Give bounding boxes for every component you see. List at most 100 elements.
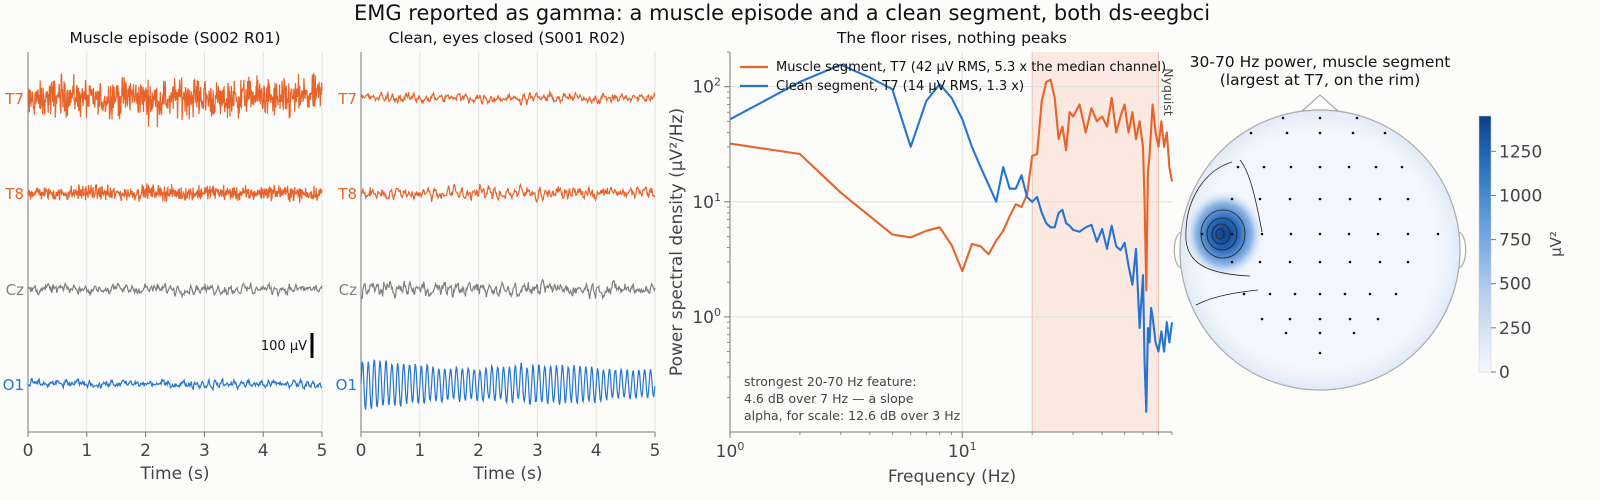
sensor-dot [1289, 232, 1293, 236]
contour [1206, 217, 1238, 251]
y-tick-label: 100 [692, 306, 721, 328]
channel-label-o1: O1 [3, 376, 24, 394]
sensor-dot [1318, 331, 1322, 335]
sensor-dot [1318, 351, 1322, 355]
sensor-dot [1318, 292, 1322, 296]
colorbar-tick-label: 1250 [1499, 142, 1542, 162]
sensor-dot [1242, 292, 1246, 296]
channel-label-t7: T7 [337, 90, 357, 108]
x-tick-label: 2 [473, 441, 484, 461]
right-ear [1458, 231, 1467, 269]
colorbar-tick-label: 0 [1499, 363, 1510, 383]
sensor-dot [1260, 317, 1264, 321]
sensor-dot [1230, 197, 1234, 201]
annotation-line-2: 4.6 dB over 7 Hz — a slope [744, 391, 914, 406]
x-tick-label: 0 [23, 441, 34, 461]
legend-label-clean: Clean segment, T7 (14 µV RMS, 1.3 x) [776, 79, 1024, 94]
x-tick-label: 1 [81, 441, 92, 461]
sensor-dot [1268, 292, 1272, 296]
x-tick-label: 4 [258, 441, 269, 461]
x-axis-label: Frequency (Hz) [888, 467, 1016, 487]
panel-psd: The floor rises, nothing peaks 100 101 100… [667, 29, 1176, 487]
sensor-dot [1281, 116, 1285, 120]
sensor-dot [1406, 232, 1410, 236]
gamma-band [1032, 52, 1159, 432]
head-outline [1179, 109, 1461, 391]
sensor-dot [1318, 317, 1322, 321]
contour [1211, 223, 1231, 245]
panel-topomap: 30-70 Hz power, muscle segment (largest … [1173, 53, 1565, 391]
sensor-dot [1288, 260, 1292, 264]
channel-label-cz: Cz [339, 281, 357, 299]
sensor-dot [1260, 232, 1264, 236]
sensor-dot [1406, 197, 1410, 201]
sensor-dot [1285, 131, 1289, 135]
x-tick-label: 3 [532, 441, 543, 461]
sensor-dot [1374, 165, 1378, 169]
sensor-dot [1293, 292, 1297, 296]
trace-cz [360, 278, 656, 301]
colorbar [1478, 115, 1492, 373]
sensor-dot [1318, 165, 1322, 169]
sensor-dot [1376, 232, 1380, 236]
sensor-dot [1355, 116, 1359, 120]
sensor-dot [1318, 197, 1322, 201]
y-tick-label: 102 [692, 76, 721, 98]
colorbar-tick-label: 750 [1499, 231, 1531, 251]
sensor-dot [1318, 116, 1322, 120]
y-axis-label: Power spectral density (µV²/Hz) [667, 108, 687, 376]
panel-muscle-episode: Muscle episode (S002 R01) T7 T8 Cz O1 0 1 2 3 4… [3, 29, 328, 484]
panel-clean-eyes-closed: Clean, eyes closed (S001 R02) T7 T8 Cz O1 0… [336, 29, 661, 484]
nyquist-label: Nyquist [1161, 68, 1176, 116]
trace-t7 [27, 72, 323, 128]
channel-label-t7: T7 [4, 90, 24, 108]
panel-title: The floor rises, nothing peaks [836, 29, 1067, 47]
annotation-line-1: strongest 20-70 Hz feature: [744, 374, 916, 389]
x-tick-label: 0 [356, 441, 367, 461]
panel-title: Muscle episode (S002 R01) [69, 29, 280, 47]
sensor-dot [1200, 232, 1204, 236]
sensor-dot [1258, 197, 1262, 201]
trace-t8 [27, 183, 323, 203]
x-tick-label: 1 [414, 441, 425, 461]
channel-label-cz: Cz [6, 281, 24, 299]
sensor-dot [1249, 131, 1253, 135]
y-tick-label: 101 [692, 191, 721, 213]
sensor-dot [1436, 232, 1440, 236]
colorbar-tick-label: 500 [1499, 275, 1531, 295]
sensor-dot [1318, 232, 1322, 236]
sensor-dot [1230, 260, 1234, 264]
sensor-dot [1284, 331, 1288, 335]
sensor-dot [1318, 260, 1322, 264]
sensor-dot [1288, 197, 1292, 201]
x-tick-label: 101 [948, 440, 977, 462]
sensor-dot [1347, 165, 1351, 169]
sensor-dot [1348, 197, 1352, 201]
sensor-dot [1378, 260, 1382, 264]
sensor-dot [1351, 131, 1355, 135]
contour [1195, 289, 1259, 306]
series-muscle-line [729, 78, 1174, 292]
channel-label-t8: T8 [337, 185, 357, 203]
sensor-dot [1348, 260, 1352, 264]
colorbar-label: µV² [1547, 231, 1565, 257]
sensor-dot [1318, 131, 1322, 135]
sensor-dot [1400, 165, 1404, 169]
scale-bar-label: 100 µV [261, 339, 307, 354]
series-clean-line [729, 63, 1174, 413]
sensor-dot [1394, 292, 1398, 296]
channel-label-t8: T8 [4, 185, 24, 203]
suptitle: EMG reported as gamma: a muscle episode … [354, 1, 1210, 25]
trace-cz [27, 281, 323, 299]
sensor-dot [1230, 232, 1234, 236]
nose [1301, 94, 1339, 112]
sensor-dot [1343, 292, 1347, 296]
topomap-title-line-2: (largest at T7, on the rim) [1220, 71, 1421, 89]
x-tick-label: 100 [716, 440, 745, 462]
annotation-line-3: alpha, for scale: 12.6 dB over 3 Hz [744, 408, 961, 423]
colorbar-tick-label: 1000 [1499, 186, 1542, 206]
x-axis-label: Time (s) [472, 464, 542, 484]
topomap-title-line-1: 30-70 Hz power, muscle segment [1190, 53, 1451, 71]
sensor-dot [1262, 165, 1266, 169]
